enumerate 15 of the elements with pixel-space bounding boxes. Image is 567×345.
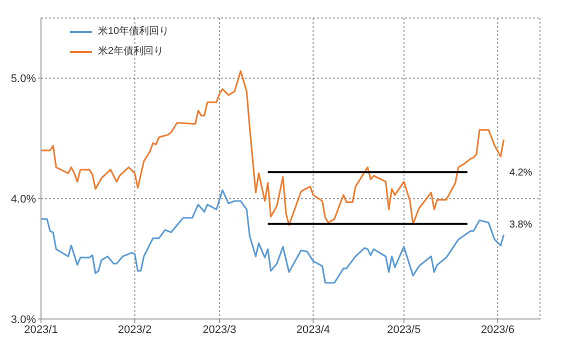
x-tick-label: 2023/4 — [296, 324, 330, 336]
line-series — [41, 189, 505, 284]
y-tick-label: 4.0% — [10, 194, 36, 206]
line-series — [41, 70, 505, 226]
x-tick-label: 2023/1 — [24, 324, 58, 336]
legend-label: 米2年債利回り — [98, 44, 164, 59]
x-tick-label: 2023/2 — [118, 324, 152, 336]
x-tick-label: 2023/5 — [387, 324, 421, 336]
annotation: 3.8% — [509, 219, 532, 230]
legend-label: 米10年債利回り — [98, 24, 170, 39]
y-tick-label: 5.0% — [10, 73, 36, 86]
y-tick-label: 3.0% — [10, 314, 36, 326]
x-tick-label: 2023/6 — [480, 324, 514, 336]
annotation: 4.2% — [509, 168, 532, 179]
x-tick-label: 2023/3 — [202, 324, 236, 336]
